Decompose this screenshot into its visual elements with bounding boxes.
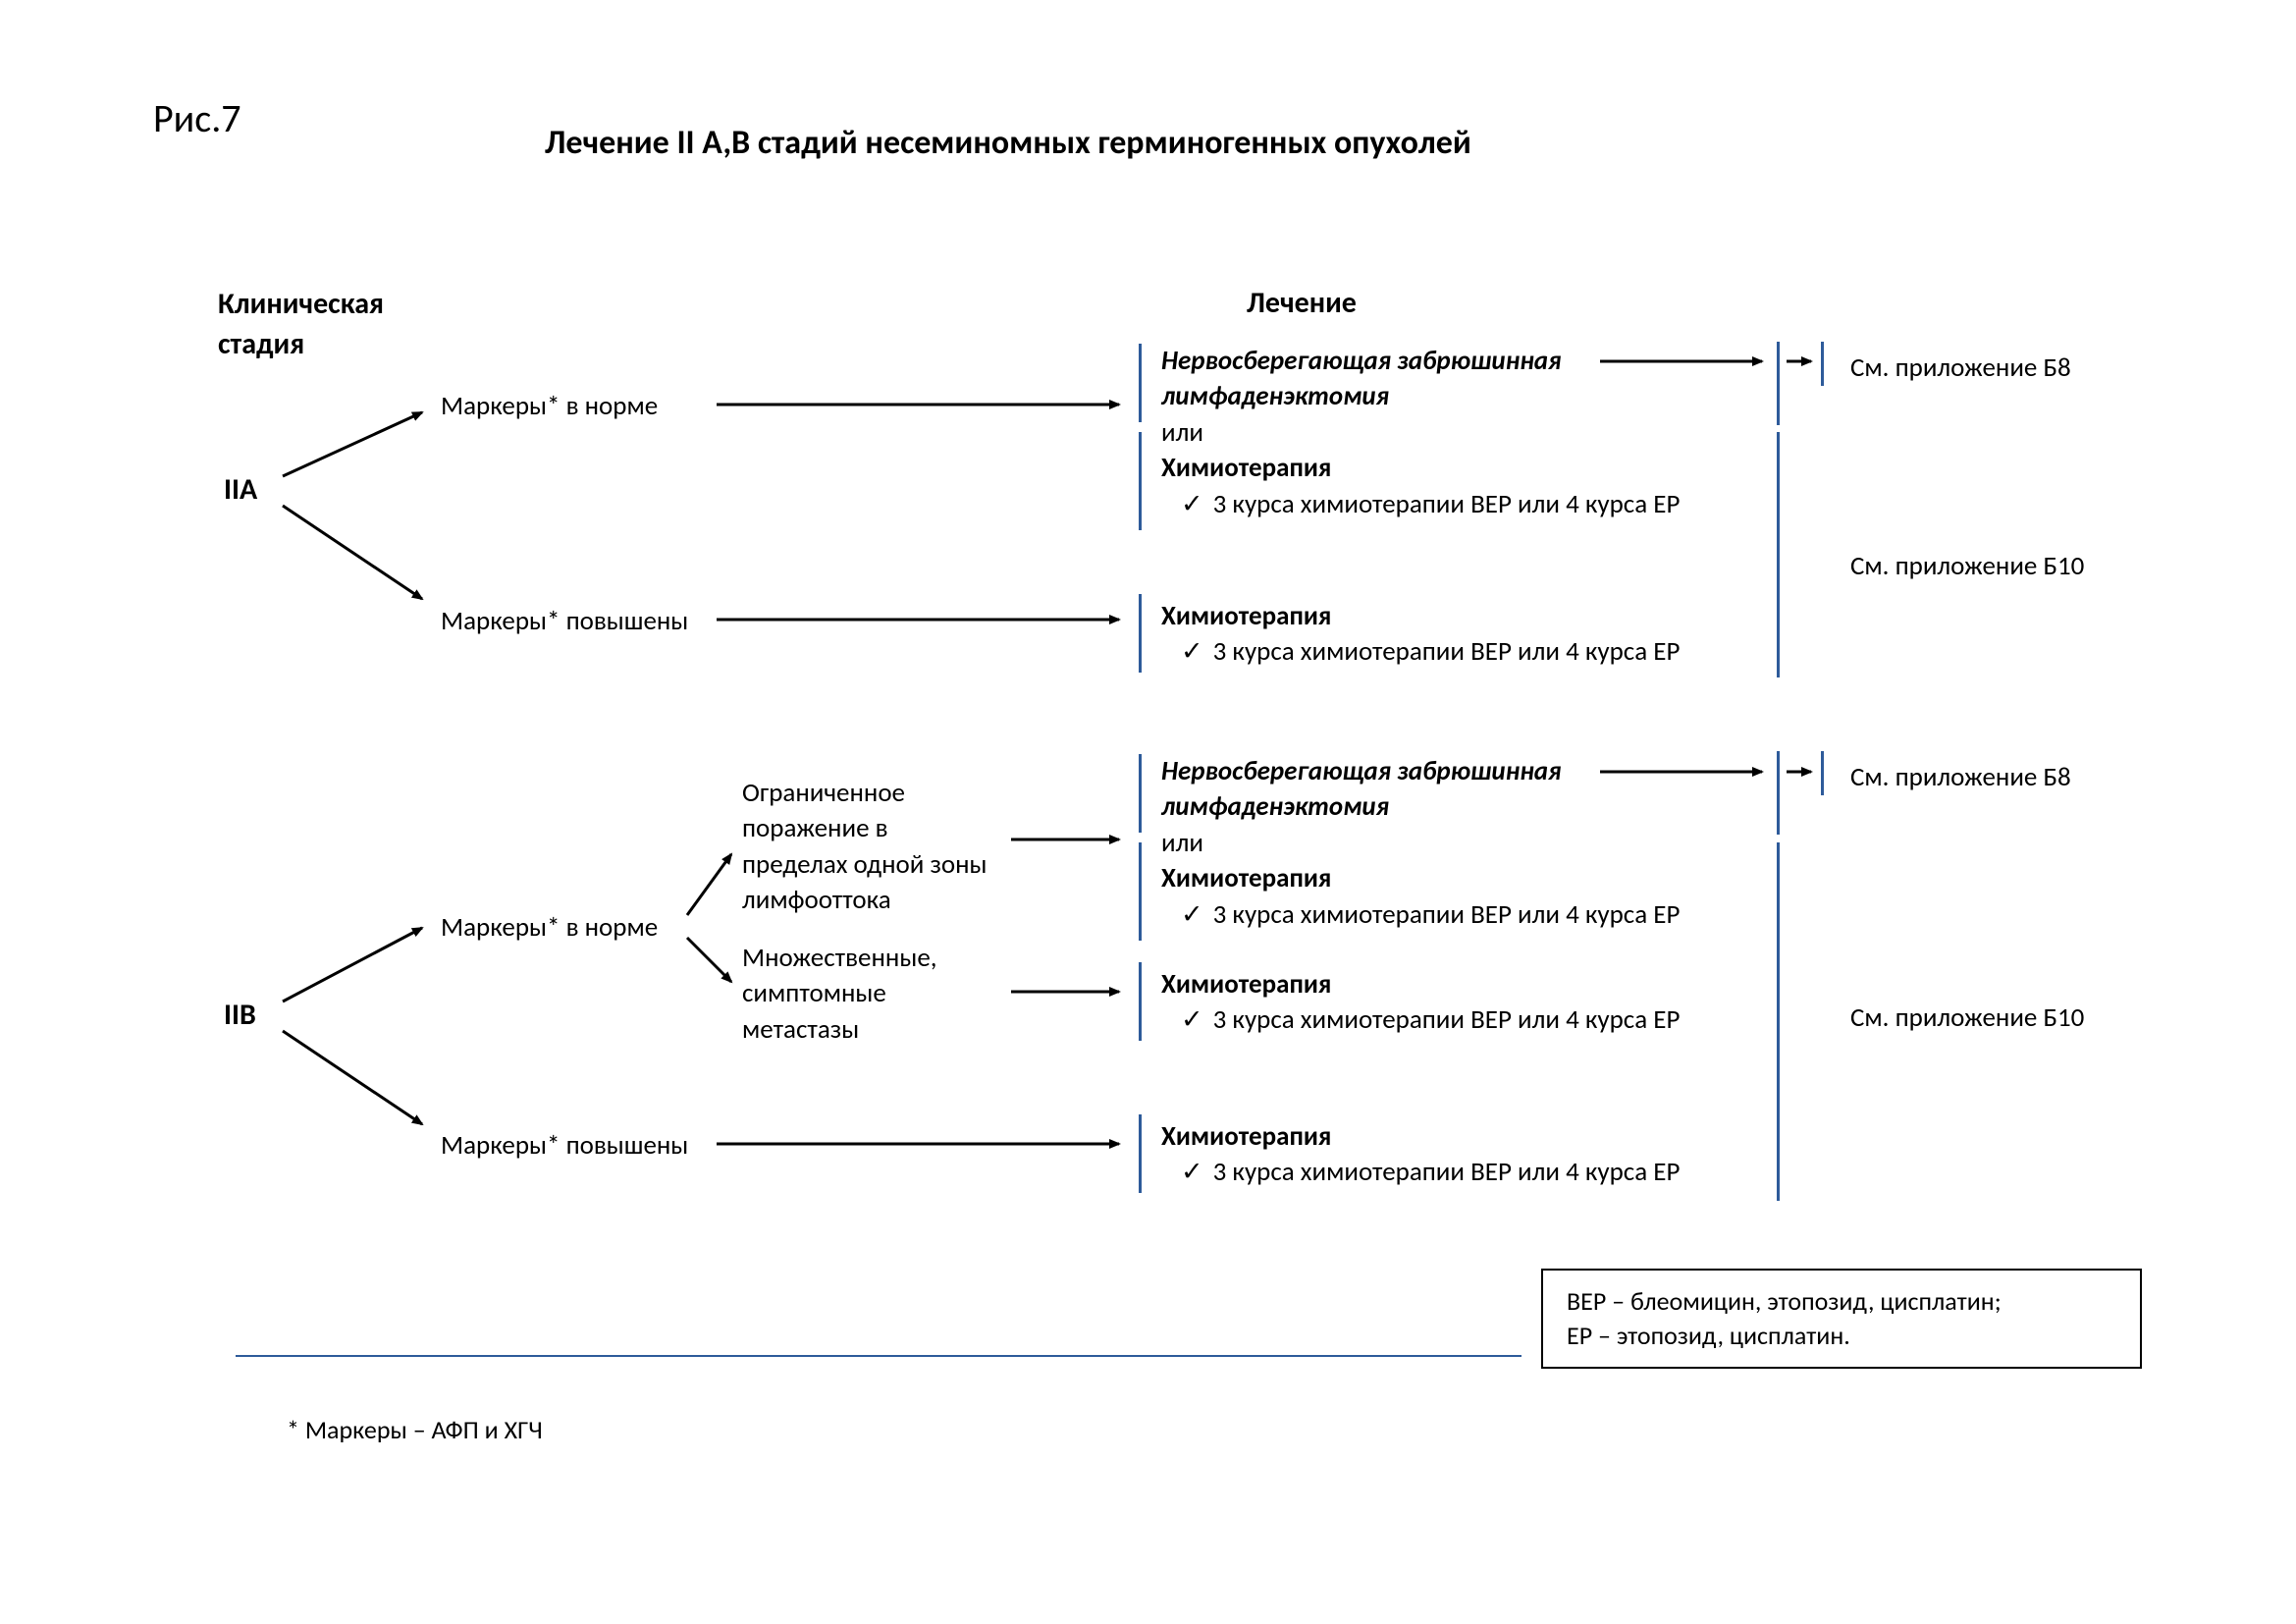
iia-t1-or: или (1161, 415, 1680, 451)
iib-treatment-3: Химиотерапия 3 курса химиотерапии BEP ил… (1161, 1119, 1680, 1191)
vbar-r-b10-b (1777, 842, 1780, 1201)
legend-line2: EP – этопозид, цисплатин. (1567, 1319, 2116, 1353)
iib-t3-chemo: Химиотерапия (1161, 1119, 1680, 1155)
divider-line (236, 1355, 1522, 1357)
ref-b8-b: См. приложение Б8 (1850, 761, 2071, 793)
iib-t2-detail: 3 курса химиотерапии BEP или 4 курса EP (1161, 1002, 1680, 1038)
iia-treatment-2: Химиотерапия 3 курса химиотерапии BEP ил… (1161, 599, 1680, 671)
header-treatment: Лечение (1247, 285, 1357, 321)
iib-t1-detail: 3 курса химиотерапии BEP или 4 курса EP (1161, 897, 1680, 933)
vbar-iib-t2 (1139, 962, 1142, 1041)
vbar-ref-b8-a (1821, 342, 1824, 386)
vbar-ref-b8-b (1821, 751, 1824, 795)
vbar-iib-t1-top (1139, 754, 1142, 833)
iia-t1-chemo: Химиотерапия (1161, 451, 1680, 486)
header-clinical-stage: Клиническая стадия (218, 285, 473, 364)
iia-markers-normal: Маркеры* в норме (441, 390, 658, 422)
vbar-iib-t1-bot (1139, 842, 1142, 941)
iib-multiple: Множественные, симптомные метастазы (742, 941, 997, 1048)
iib-t1-or: или (1161, 826, 1680, 861)
iia-markers-elevated: Маркеры* повышены (441, 605, 688, 637)
vbar-iia-t1-top (1139, 344, 1142, 422)
vbar-r-b10-a (1777, 432, 1780, 677)
iia-t1-ns2: лимфаденэктомия (1161, 380, 1389, 412)
iib-t2-chemo: Химиотерапия (1161, 967, 1680, 1002)
iia-t1-ns1: Нервосберегающая забрюшинная (1161, 345, 1562, 377)
iib-limited: Ограниченное поражение в пределах одной … (742, 776, 997, 919)
stage-iia: IIA (224, 471, 257, 508)
footnote-markers: * Маркеры – АФП и ХГЧ (287, 1414, 543, 1445)
ref-b8-a: См. приложение Б8 (1850, 352, 2071, 384)
iib-markers-normal: Маркеры* в норме (441, 911, 658, 944)
iib-treatment-2: Химиотерапия 3 курса химиотерапии BEP ил… (1161, 967, 1680, 1039)
iib-markers-elevated: Маркеры* повышены (441, 1129, 688, 1162)
legend-line1: BEP – блеомицин, этопозид, цисплатин; (1567, 1284, 2116, 1319)
iia-t2-detail: 3 курса химиотерапии BEP или 4 курса EP (1161, 634, 1680, 670)
iib-t1-chemo: Химиотерапия (1161, 861, 1680, 896)
iia-treatment-1: Нервосберегающая забрюшинная лимфаденэкт… (1161, 344, 1680, 522)
flowchart-page: Рис.7 Лечение II А,В стадий несеминомных… (0, 0, 2296, 1624)
iib-t1-ns1: Нервосберегающая забрюшинная (1161, 755, 1562, 787)
vbar-iia-t1-bot (1139, 432, 1142, 530)
ref-b10-a: См. приложение Б10 (1850, 550, 2084, 582)
iia-t2-chemo: Химиотерапия (1161, 599, 1680, 634)
vbar-iia-t2 (1139, 594, 1142, 673)
figure-label: Рис.7 (153, 94, 241, 142)
vbar-r-b8-a (1777, 342, 1780, 425)
legend-box: BEP – блеомицин, этопозид, цисплатин; EP… (1541, 1269, 2142, 1369)
stage-iib: IIB (224, 997, 256, 1033)
iia-t1-detail: 3 курса химиотерапии BEP или 4 курса EP (1161, 487, 1680, 522)
arrows-layer (0, 0, 2296, 1624)
iib-t1-ns2: лимфаденэктомия (1161, 790, 1389, 823)
vbar-r-b8-b (1777, 751, 1780, 835)
iib-treatment-1: Нервосберегающая забрюшинная лимфаденэкт… (1161, 754, 1680, 933)
page-title: Лечение II А,В стадий несеминомных герми… (545, 123, 1471, 163)
ref-b10-b: См. приложение Б10 (1850, 1001, 2084, 1034)
iib-t3-detail: 3 курса химиотерапии BEP или 4 курса EP (1161, 1155, 1680, 1190)
vbar-iib-t3 (1139, 1114, 1142, 1193)
